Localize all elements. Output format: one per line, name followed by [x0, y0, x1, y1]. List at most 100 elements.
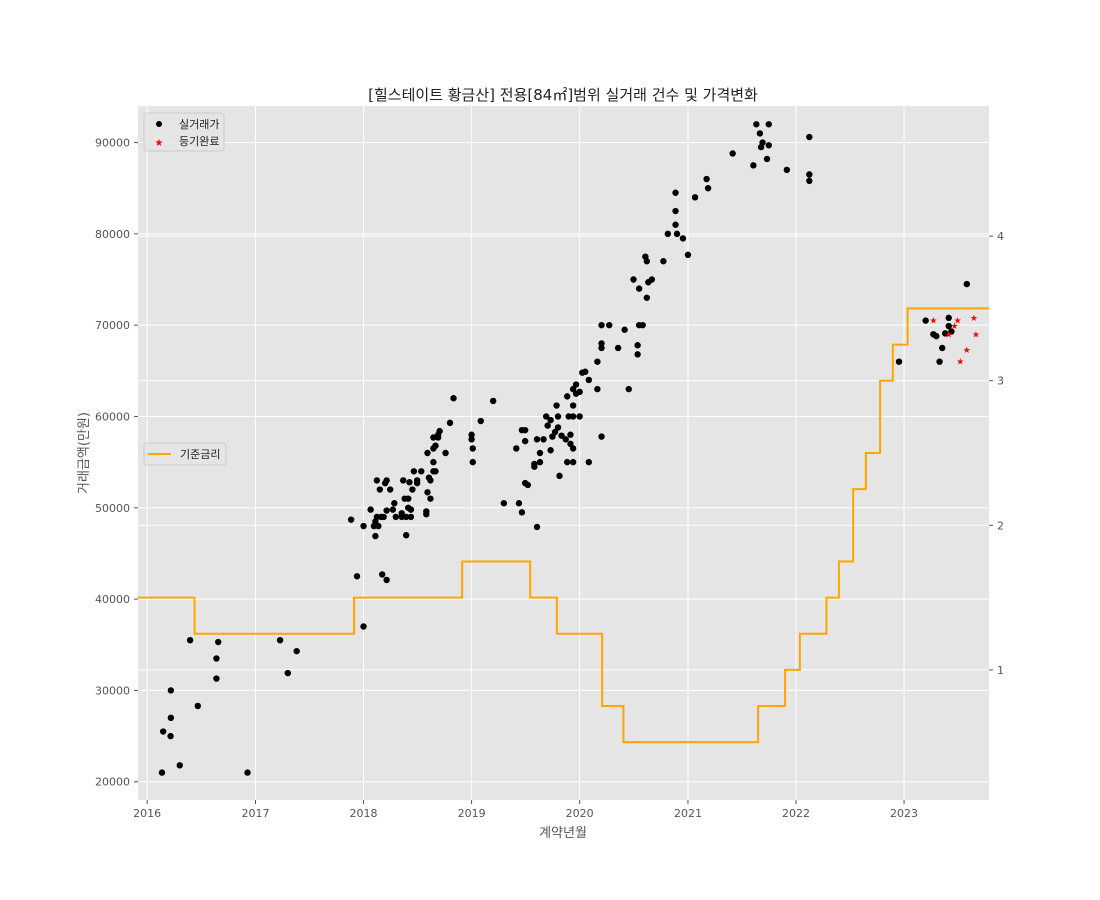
price-point — [424, 449, 431, 457]
price-point — [606, 321, 613, 329]
y-tick-label: 40000 — [95, 593, 130, 606]
price-point — [424, 489, 431, 496]
price-point — [639, 321, 646, 329]
price-point — [582, 368, 589, 375]
price-point — [360, 522, 367, 530]
price-point — [167, 714, 175, 722]
x-axis: 2016 2017 2018 2019 2020 2021 2022 2023 — [133, 800, 918, 820]
price-point — [386, 486, 394, 493]
price-point — [515, 500, 523, 507]
price-point — [376, 486, 384, 493]
price-point — [293, 647, 300, 655]
price-point — [468, 436, 475, 443]
y2-tick-label: 4 — [997, 230, 1004, 243]
price-point — [598, 340, 605, 347]
price-point — [753, 121, 760, 128]
price-point — [533, 523, 541, 531]
price-point — [936, 358, 943, 365]
registered-point: ★ — [950, 322, 958, 332]
y2-tick-label: 2 — [997, 519, 1004, 532]
price-point — [213, 655, 220, 662]
price-point — [643, 294, 651, 301]
x-tick-label: 2019 — [458, 807, 486, 820]
price-point — [783, 166, 791, 174]
price-point — [402, 513, 410, 521]
price-point — [430, 434, 437, 441]
price-point — [948, 328, 955, 335]
price-point — [750, 162, 757, 169]
price-point — [380, 513, 387, 521]
price-point — [536, 458, 544, 466]
price-point — [176, 762, 183, 769]
price-point — [585, 376, 593, 384]
price-point — [379, 571, 386, 578]
price-point — [469, 445, 476, 452]
price-point — [410, 468, 418, 475]
price-point — [194, 702, 201, 710]
price-point — [536, 449, 544, 457]
price-point — [576, 413, 583, 420]
x-tick-label: 2018 — [350, 807, 378, 820]
legend-price-marker — [156, 121, 162, 127]
price-point — [648, 276, 656, 283]
y-tick-label: 20000 — [95, 776, 130, 789]
price-point — [427, 477, 434, 484]
price-point — [614, 344, 622, 352]
price-point — [521, 437, 529, 445]
price-point — [353, 573, 361, 580]
price-point — [518, 509, 526, 516]
chart-title: [힐스테이트 황금산] 전용[84㎡]범위 실거래 건수 및 가격변화 — [368, 86, 758, 104]
price-point — [402, 531, 410, 539]
price-point — [442, 449, 449, 457]
price-point — [383, 477, 390, 484]
price-point — [945, 314, 952, 322]
price-point — [569, 458, 577, 466]
price-point — [756, 130, 764, 137]
registered-point: ★ — [956, 358, 964, 368]
price-point — [765, 121, 772, 128]
price-point — [729, 150, 736, 157]
price-point — [664, 230, 672, 238]
y-tick-label: 90000 — [95, 137, 130, 150]
price-point — [558, 432, 565, 439]
price-point — [635, 285, 643, 292]
points-layer: ★★★★★★★★ — [158, 121, 980, 776]
price-point — [939, 344, 946, 352]
x-tick-label: 2016 — [133, 807, 161, 820]
price-point — [407, 506, 415, 513]
price-point — [625, 385, 632, 393]
y-axis-right: 1 2 3 4 — [989, 230, 1004, 677]
price-point — [244, 769, 251, 776]
price-point — [594, 358, 601, 365]
price-point — [544, 422, 551, 429]
price-point — [553, 402, 560, 409]
price-point — [554, 424, 562, 431]
price-point — [673, 230, 681, 238]
price-point — [569, 385, 577, 393]
legend-rate-frame — [143, 442, 227, 466]
price-point — [400, 477, 407, 484]
legend-registered-label: 등기완료 — [179, 135, 219, 148]
price-point — [621, 326, 628, 333]
legend-registered-marker: ★ — [155, 138, 164, 149]
y2-tick-label: 3 — [997, 375, 1004, 388]
price-point — [806, 133, 813, 141]
legend-rate-label: 기준금리 — [180, 448, 220, 461]
x-tick-label: 2023 — [890, 807, 918, 820]
price-point — [895, 358, 903, 365]
price-point — [634, 342, 641, 349]
x-tick-label: 2017 — [242, 807, 270, 820]
registered-point: ★ — [954, 317, 962, 327]
y-axis-label: 거래금액(만원) — [77, 412, 92, 494]
registered-point: ★ — [963, 346, 971, 356]
price-point — [759, 139, 766, 146]
price-point — [691, 194, 699, 201]
price-point — [933, 332, 940, 340]
price-point — [468, 431, 475, 438]
price-point — [276, 636, 284, 644]
price-point — [598, 433, 605, 440]
price-point — [392, 513, 400, 521]
price-point — [389, 506, 397, 513]
price-point — [765, 142, 772, 149]
